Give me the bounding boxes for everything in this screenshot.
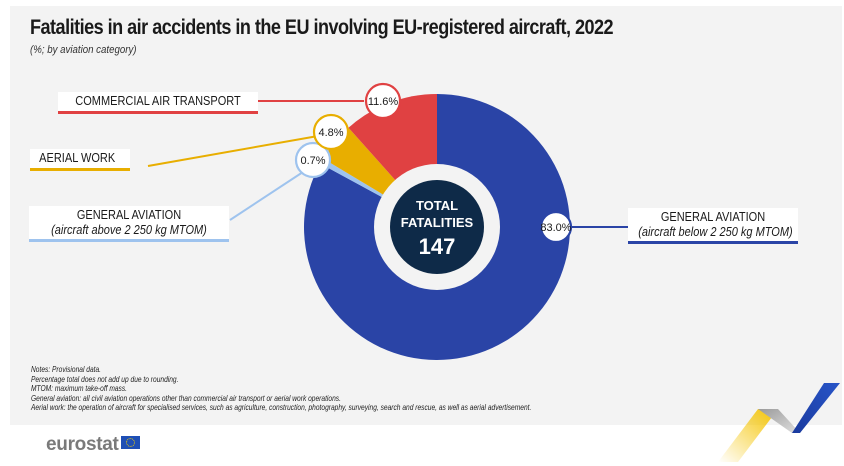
eurostat-ribbon-icon (718, 383, 840, 462)
data-label-bubble (312, 113, 350, 151)
legend-sublabel: (aircraft below 2 250 kg MTOM) (638, 225, 793, 239)
legend-aerial-work: AERIAL WORK (30, 149, 131, 171)
logo-text: eurostat (46, 434, 119, 455)
data-label: 11.6% (368, 96, 399, 108)
leader-line (147, 135, 319, 167)
center-line1: TOTAL (416, 198, 458, 213)
chart-title: Fatalities in air accidents in the EU in… (30, 16, 614, 39)
legend-commercial-air-transport: COMMERCIAL AIR TRANSPORT (58, 92, 258, 114)
legend-label: AERIAL WORK (39, 151, 116, 165)
note-line: General aviation: all civil aviation ope… (31, 392, 341, 403)
leader-line (229, 171, 304, 221)
note-line: Notes: Provisional data. (31, 364, 102, 374)
legend-label: GENERAL AVIATION (660, 210, 766, 224)
legend-sublabel: (aircraft above 2 250 kg MTOM) (51, 223, 207, 237)
note-line: Aerial work: the operation of aircraft f… (31, 402, 532, 413)
data-label-bubble (364, 82, 402, 120)
data-label: 4.8% (318, 127, 343, 139)
legend-label: GENERAL AVIATION (76, 208, 182, 222)
eurostat-logo: eurostat (46, 434, 140, 456)
center-line2: FATALITIES (401, 215, 474, 230)
legend-general-aviation-above: GENERAL AVIATION (aircraft above 2 250 k… (29, 206, 229, 242)
data-label-bubble (539, 210, 573, 244)
legend-label: COMMERCIAL AIR TRANSPORT (75, 94, 241, 108)
note-line: Percentage total does not add up due to … (31, 373, 179, 384)
note-line: MTOM: maximum take-off mass. (31, 383, 128, 394)
center-total-value: 147 (419, 234, 456, 259)
center-total-badge (390, 180, 484, 274)
notes: Notes: Provisional data. Percentage tota… (31, 364, 532, 413)
chart-subtitle: (%; by aviation category) (30, 44, 137, 56)
data-label: 0.7% (300, 155, 325, 167)
legend-general-aviation-below: GENERAL AVIATION (aircraft below 2 250 k… (628, 208, 798, 244)
eu-flag-icon (120, 436, 140, 449)
data-label: 83.0% (540, 222, 571, 234)
data-label-bubble (294, 141, 332, 179)
